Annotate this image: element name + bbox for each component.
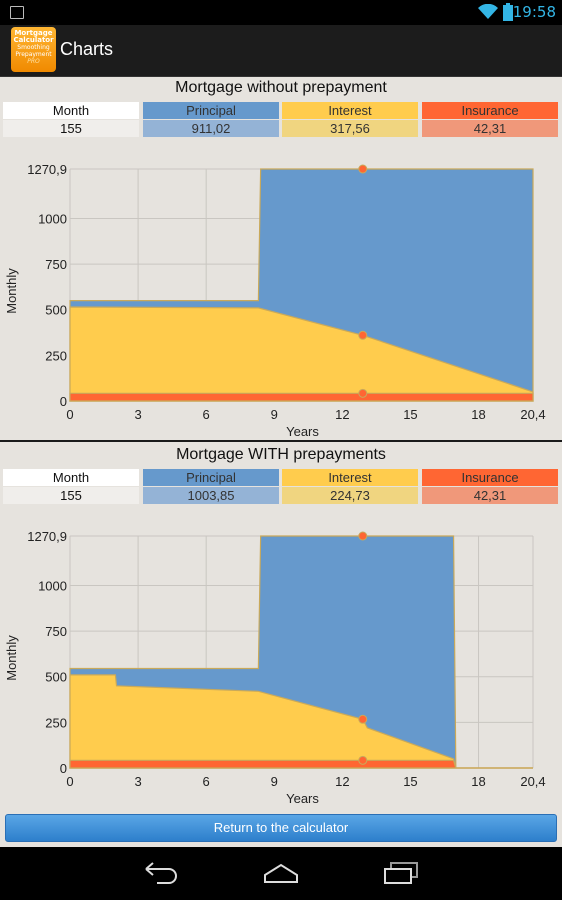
chart1-area-chart[interactable]: 0 3 6 9 12 15 18 20,4 0 250 500 750 1000 1270,9 Years M… bbox=[0, 147, 562, 442]
back-icon[interactable] bbox=[143, 862, 179, 884]
x-tick-label: 12 bbox=[335, 774, 349, 789]
chart2-title: Mortgage WITH prepayments bbox=[176, 446, 386, 463]
chart2-area-chart[interactable]: 0 3 6 9 12 15 18 20,4 0 250 500 750 1000 1270,9 Years M… bbox=[0, 514, 562, 809]
x-tick-label: 0 bbox=[66, 407, 73, 422]
x-tick-label: 9 bbox=[271, 407, 278, 422]
y-tick-label: 1000 bbox=[38, 578, 67, 593]
chart1-insurance-value: 42,31 bbox=[422, 120, 558, 137]
chart2-interest-label: Interest bbox=[282, 469, 418, 486]
y-tick-label: 750 bbox=[45, 624, 67, 639]
recent-apps-icon[interactable] bbox=[383, 861, 419, 885]
chart1-month-label: Month bbox=[3, 102, 139, 119]
x-tick-label: 3 bbox=[134, 407, 141, 422]
y-tick-label: 750 bbox=[45, 257, 67, 272]
series-marker bbox=[358, 388, 368, 398]
battery-icon bbox=[503, 3, 513, 21]
chart2-insurance-value: 42,31 bbox=[422, 487, 558, 504]
app-logo-icon[interactable]: Mortgage Calculator Smoothing Prepayment… bbox=[11, 27, 56, 72]
y-axis-label: Monthly bbox=[4, 268, 19, 314]
y-tick-label: 1270,9 bbox=[27, 529, 67, 544]
series-marker bbox=[358, 755, 368, 765]
series-marker bbox=[358, 330, 368, 340]
insurance-area bbox=[69, 759, 533, 769]
x-tick-label: 15 bbox=[403, 407, 417, 422]
chart2-principal-label: Principal bbox=[143, 469, 279, 486]
chart1-principal-label: Principal bbox=[143, 102, 279, 119]
x-axis-label: Years bbox=[286, 424, 319, 439]
clock: 19:58 bbox=[512, 3, 556, 21]
y-tick-label: 500 bbox=[45, 670, 67, 685]
chart1-principal-value: 911,02 bbox=[143, 120, 279, 137]
page-title: Charts bbox=[60, 39, 114, 59]
gallery-notification-icon bbox=[10, 6, 24, 19]
series-marker bbox=[358, 164, 368, 174]
chart2-month-value: 155 bbox=[3, 487, 139, 504]
y-tick-label: 250 bbox=[45, 715, 67, 730]
navigation-bar bbox=[0, 847, 562, 900]
insurance-area bbox=[69, 392, 534, 402]
x-tick-label: 20,4 bbox=[520, 407, 545, 422]
y-tick-label: 500 bbox=[45, 303, 67, 318]
x-tick-label: 6 bbox=[203, 407, 210, 422]
x-tick-label: 6 bbox=[203, 774, 210, 789]
return-to-calculator-button[interactable]: Return to the calculator bbox=[5, 814, 557, 842]
chart1-insurance-label: Insurance bbox=[422, 102, 558, 119]
x-tick-label: 18 bbox=[471, 774, 485, 789]
section-divider bbox=[0, 440, 562, 442]
home-icon[interactable] bbox=[263, 863, 299, 883]
x-tick-label: 9 bbox=[271, 774, 278, 789]
y-tick-label: 1000 bbox=[38, 211, 67, 226]
y-tick-label: 0 bbox=[60, 761, 67, 776]
chart2-interest-value: 224,73 bbox=[282, 487, 418, 504]
x-tick-label: 12 bbox=[335, 407, 349, 422]
x-tick-label: 18 bbox=[471, 407, 485, 422]
charts-content: Mortgage without prepayment Month 155 Pr… bbox=[0, 77, 562, 847]
y-tick-label: 0 bbox=[60, 394, 67, 409]
y-tick-label: 250 bbox=[45, 348, 67, 363]
status-bar: 19:58 bbox=[0, 0, 562, 25]
chart2-insurance-label: Insurance bbox=[422, 469, 558, 486]
chart1-interest-label: Interest bbox=[282, 102, 418, 119]
series-marker bbox=[358, 714, 368, 724]
chart1-title: Mortgage without prepayment bbox=[175, 79, 387, 96]
series-marker bbox=[358, 531, 368, 541]
chart2-principal-value: 1003,85 bbox=[143, 487, 279, 504]
x-tick-label: 0 bbox=[66, 774, 73, 789]
chart1-interest-value: 317,56 bbox=[282, 120, 418, 137]
x-tick-label: 20,4 bbox=[520, 774, 545, 789]
x-tick-label: 3 bbox=[134, 774, 141, 789]
chart1-month-value: 155 bbox=[3, 120, 139, 137]
wifi-icon bbox=[478, 4, 498, 19]
y-axis-label: Monthly bbox=[4, 635, 19, 681]
x-tick-label: 15 bbox=[403, 774, 417, 789]
action-bar: Mortgage Calculator Smoothing Prepayment… bbox=[0, 25, 562, 77]
y-tick-label: 1270,9 bbox=[27, 162, 67, 177]
x-axis-label: Years bbox=[286, 791, 319, 806]
chart2-month-label: Month bbox=[3, 469, 139, 486]
